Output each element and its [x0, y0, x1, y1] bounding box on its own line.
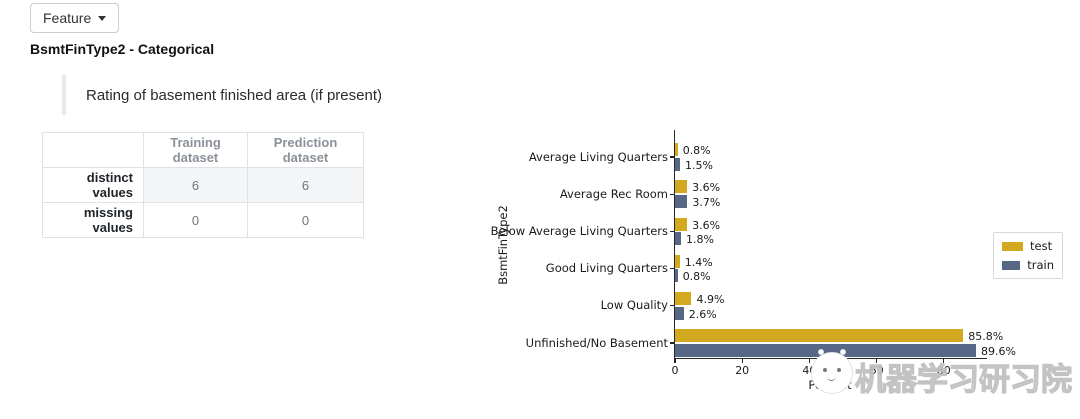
summary-table: Training dataset Prediction dataset dist… — [42, 132, 364, 238]
table-row-distinct-values: distinct values 6 6 — [42, 167, 364, 203]
bar-value-label: 0.8% — [682, 144, 711, 158]
x-tick-mark — [876, 359, 878, 363]
summary-table-header-prediction: Prediction dataset — [247, 132, 364, 168]
legend-swatch-train — [1002, 260, 1021, 270]
legend-entry-train: train — [1002, 258, 1054, 272]
distinct-values-training: 6 — [143, 167, 248, 203]
category-label: Average Rec Room — [559, 186, 668, 201]
missing-values-training: 0 — [143, 202, 248, 238]
bar-value-label: 3.6% — [692, 218, 721, 232]
bar-value-label: 1.4% — [684, 255, 713, 269]
bar-test — [675, 217, 688, 231]
summary-table-header-row: Training dataset Prediction dataset — [42, 132, 364, 168]
x-tick-label: 20 — [735, 364, 750, 377]
legend-entry-test: test — [1002, 239, 1054, 253]
x-tick-mark — [741, 359, 743, 363]
row-label: distinct values — [42, 167, 144, 203]
chart-legend: test train — [993, 232, 1063, 279]
bar-value-label: 0.8% — [682, 270, 711, 284]
x-axis-title: Percent — [808, 378, 852, 392]
bar-test — [675, 180, 688, 194]
y-axis-title: BsmtFinType2 — [496, 205, 510, 285]
y-tick-mark — [670, 305, 674, 307]
x-axis-line — [673, 358, 987, 360]
feature-description-quote: Rating of basement finished area (if pre… — [62, 75, 382, 115]
bar-test — [675, 254, 680, 268]
x-tick-label: 0 — [671, 364, 679, 377]
row-label: missing values — [42, 202, 144, 238]
summary-table-header-training: Training dataset — [143, 132, 248, 168]
bar-value-label: 1.5% — [685, 158, 713, 172]
bar-value-label: 85.8% — [968, 330, 1004, 344]
bar-value-label: 1.8% — [686, 233, 714, 247]
x-tick-mark — [674, 359, 676, 363]
bar-value-label: 89.6% — [981, 344, 1016, 358]
quote-bar — [62, 75, 66, 115]
x-tick-mark — [943, 359, 945, 363]
bar-train — [675, 194, 688, 208]
y-tick-mark — [670, 342, 674, 344]
bar-train — [675, 232, 682, 246]
y-tick-mark — [670, 156, 674, 158]
bar-test — [675, 143, 678, 157]
feature-dropdown-label: Feature — [43, 10, 92, 26]
category-label: Average Living Quarters — [528, 149, 668, 164]
category-label: Below Average Living Quarters — [490, 223, 668, 238]
x-tick-mark — [808, 359, 810, 363]
feature-description: Rating of basement finished area (if pre… — [86, 86, 382, 104]
bar-test — [675, 329, 964, 343]
page-title: BsmtFinType2 - Categorical — [30, 41, 215, 57]
x-tick-label: 80 — [936, 364, 951, 377]
bar-value-label: 4.9% — [696, 293, 725, 307]
x-tick-label: 60 — [869, 364, 884, 377]
bar-train — [675, 343, 977, 357]
legend-label-train: train — [1027, 258, 1054, 272]
legend-label-test: test — [1030, 239, 1053, 253]
y-tick-mark — [670, 193, 674, 195]
bar-value-label: 3.7% — [692, 195, 721, 209]
y-tick-mark — [670, 268, 674, 270]
legend-swatch-test — [1002, 241, 1023, 251]
table-row-missing-values: missing values 0 0 — [42, 202, 364, 238]
bar-value-label: 3.6% — [692, 181, 721, 195]
chevron-down-icon — [98, 15, 107, 21]
category-label: Unfinished/No Basement — [525, 335, 668, 350]
bar-test — [675, 292, 692, 306]
bar-train — [675, 306, 684, 320]
y-axis-line — [673, 130, 676, 358]
missing-values-prediction: 0 — [247, 202, 364, 238]
x-tick-label: 40 — [802, 364, 817, 377]
bar-value-label: 2.6% — [688, 307, 717, 321]
bar-train — [675, 269, 678, 283]
distinct-values-prediction: 6 — [247, 167, 364, 203]
feature-dropdown-button[interactable]: Feature — [30, 3, 120, 33]
category-label: Low Quality — [600, 298, 668, 313]
y-tick-mark — [670, 230, 674, 232]
bar-train — [675, 157, 681, 171]
category-label: Good Living Quarters — [545, 261, 668, 276]
